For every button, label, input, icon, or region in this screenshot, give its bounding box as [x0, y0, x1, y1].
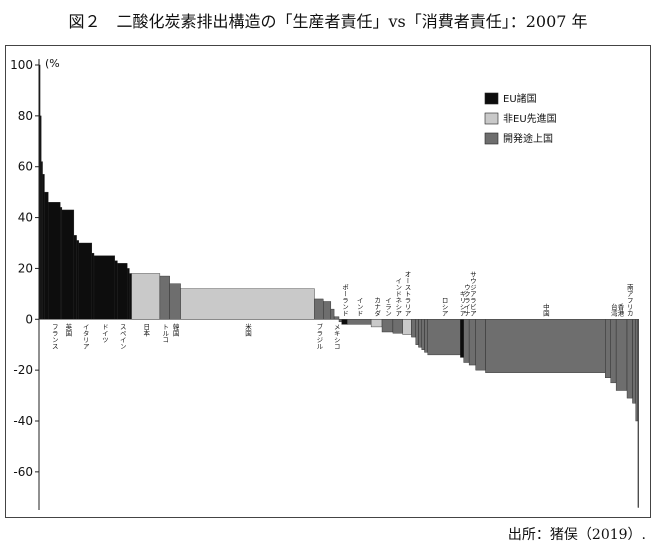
bar-34 — [418, 319, 422, 348]
bar-19 — [169, 283, 181, 320]
source-note: 出所：猪俣（2019）. — [507, 527, 646, 543]
bar-24 — [333, 316, 340, 320]
country-label-6: トルコ — [161, 323, 169, 343]
country-label-0: フランス — [50, 323, 58, 350]
bar-38 — [460, 319, 464, 358]
figure-title: 図２ 二酸化炭素排出構造の「生産者責任」vs「消費者責任」：2007 年 — [68, 12, 588, 31]
bar-6 — [60, 207, 63, 320]
legend-label-dev: 開発途上国 — [503, 132, 553, 145]
legend-swatch-dev — [484, 132, 499, 145]
y-unit-label: (% — [45, 57, 60, 70]
bar-43 — [605, 319, 611, 378]
country-label-5: 日本 — [142, 323, 150, 338]
country-label-20: サウジアラビア — [468, 271, 476, 317]
chart-area: 100 80 60 40 20 0 -20 -40 -60 (% フランス 英国 イタリア ドイツ スペイ… — [10, 57, 639, 510]
y-tick-label: -60 — [13, 465, 33, 479]
y-axis: 100 80 60 40 20 0 -20 -40 -60 (% — [10, 57, 639, 510]
legend-swatch-eu — [484, 92, 499, 105]
bar-16 — [129, 273, 132, 320]
bar-15 — [127, 268, 130, 320]
y-tick-label: 20 — [18, 261, 33, 275]
bar-20 — [180, 288, 315, 320]
y-tick-label: 40 — [18, 211, 33, 225]
country-label-15: インドネシア — [394, 277, 402, 316]
bar-3 — [42, 174, 45, 320]
bar-17 — [131, 273, 161, 320]
country-label-10: メキシコ — [332, 323, 340, 349]
country-label-21: 中国 — [541, 302, 549, 318]
country-label-17: ロシア — [440, 297, 448, 317]
country-label-3: ドイツ — [100, 323, 108, 343]
bar-44 — [610, 319, 617, 384]
bar-49 — [637, 319, 639, 508]
country-label-24: 南アフリカ — [625, 283, 633, 317]
bar-39 — [463, 319, 470, 363]
country-label-8: 米国 — [244, 322, 252, 338]
bar-4 — [44, 191, 49, 320]
bar-37 — [427, 319, 461, 356]
bar-5 — [48, 202, 61, 320]
bar-25 — [338, 319, 342, 323]
bar-26 — [341, 319, 348, 325]
bar-45 — [615, 319, 628, 391]
legend-label-noneu: 非EU先進国 — [503, 113, 557, 125]
bar-7 — [61, 209, 75, 320]
bar-14 — [117, 263, 128, 320]
bar-48 — [635, 319, 639, 422]
bar-32 — [411, 319, 416, 338]
country-label-18: ギリシア — [458, 290, 466, 317]
bar-47 — [632, 319, 636, 404]
country-label-7: 韓国 — [171, 322, 179, 338]
bar-35 — [421, 319, 425, 350]
bar-18 — [159, 275, 170, 320]
bar-41 — [475, 319, 486, 371]
bar-33 — [415, 319, 419, 345]
chart-frame — [5, 45, 651, 518]
country-labels-group: フランス 英国 イタリア ドイツ スペイン 日本 トルコ 韓国 米国 ブラジル メキシコポーランドイ… — [50, 271, 633, 350]
country-label-2: イタリア — [81, 323, 89, 349]
country-label-22: 台湾 — [609, 302, 617, 318]
bar-40 — [468, 319, 476, 366]
country-label-19: ウクライナ — [462, 284, 470, 317]
country-label-14: イラン — [383, 297, 391, 317]
bars-group — [38, 64, 639, 508]
bar-23 — [330, 308, 335, 320]
bar-30 — [392, 319, 403, 334]
country-label-12: インド — [355, 297, 363, 317]
y-tick-label: 60 — [18, 160, 33, 174]
bar-31 — [402, 319, 412, 335]
y-tick-label: -20 — [13, 363, 33, 377]
bar-22 — [323, 301, 332, 320]
bar-2 — [40, 161, 43, 320]
legend-label-eu: EU諸国 — [503, 92, 537, 105]
y-tick-label: 0 — [25, 312, 33, 326]
bar-29 — [381, 319, 394, 333]
country-label-4: スペイン — [118, 323, 126, 349]
bar-36 — [424, 319, 428, 353]
bar-11 — [91, 252, 95, 320]
country-label-11: ポーランド — [340, 284, 348, 317]
bar-12 — [93, 255, 115, 320]
bar-28 — [370, 319, 383, 328]
y-tick-label: 80 — [18, 109, 33, 123]
country-label-1: 英国 — [64, 322, 72, 338]
bar-13 — [114, 260, 118, 320]
bar-8 — [73, 235, 77, 320]
legend-swatch-noneu — [484, 112, 499, 125]
country-label-13: カナダ — [373, 297, 381, 317]
y-tick-label: -40 — [13, 414, 33, 428]
bar-9 — [76, 240, 79, 320]
country-label-16: オーストラリア — [403, 271, 411, 317]
bar-46 — [626, 319, 633, 399]
bar-27 — [346, 319, 372, 325]
bar-21 — [314, 298, 324, 320]
country-label-9: ブラジル — [315, 322, 323, 349]
bar-10 — [78, 242, 93, 320]
country-label-23: 香港 — [616, 302, 624, 318]
y-tick-label: 100 — [10, 58, 33, 72]
bar-42 — [485, 319, 606, 373]
